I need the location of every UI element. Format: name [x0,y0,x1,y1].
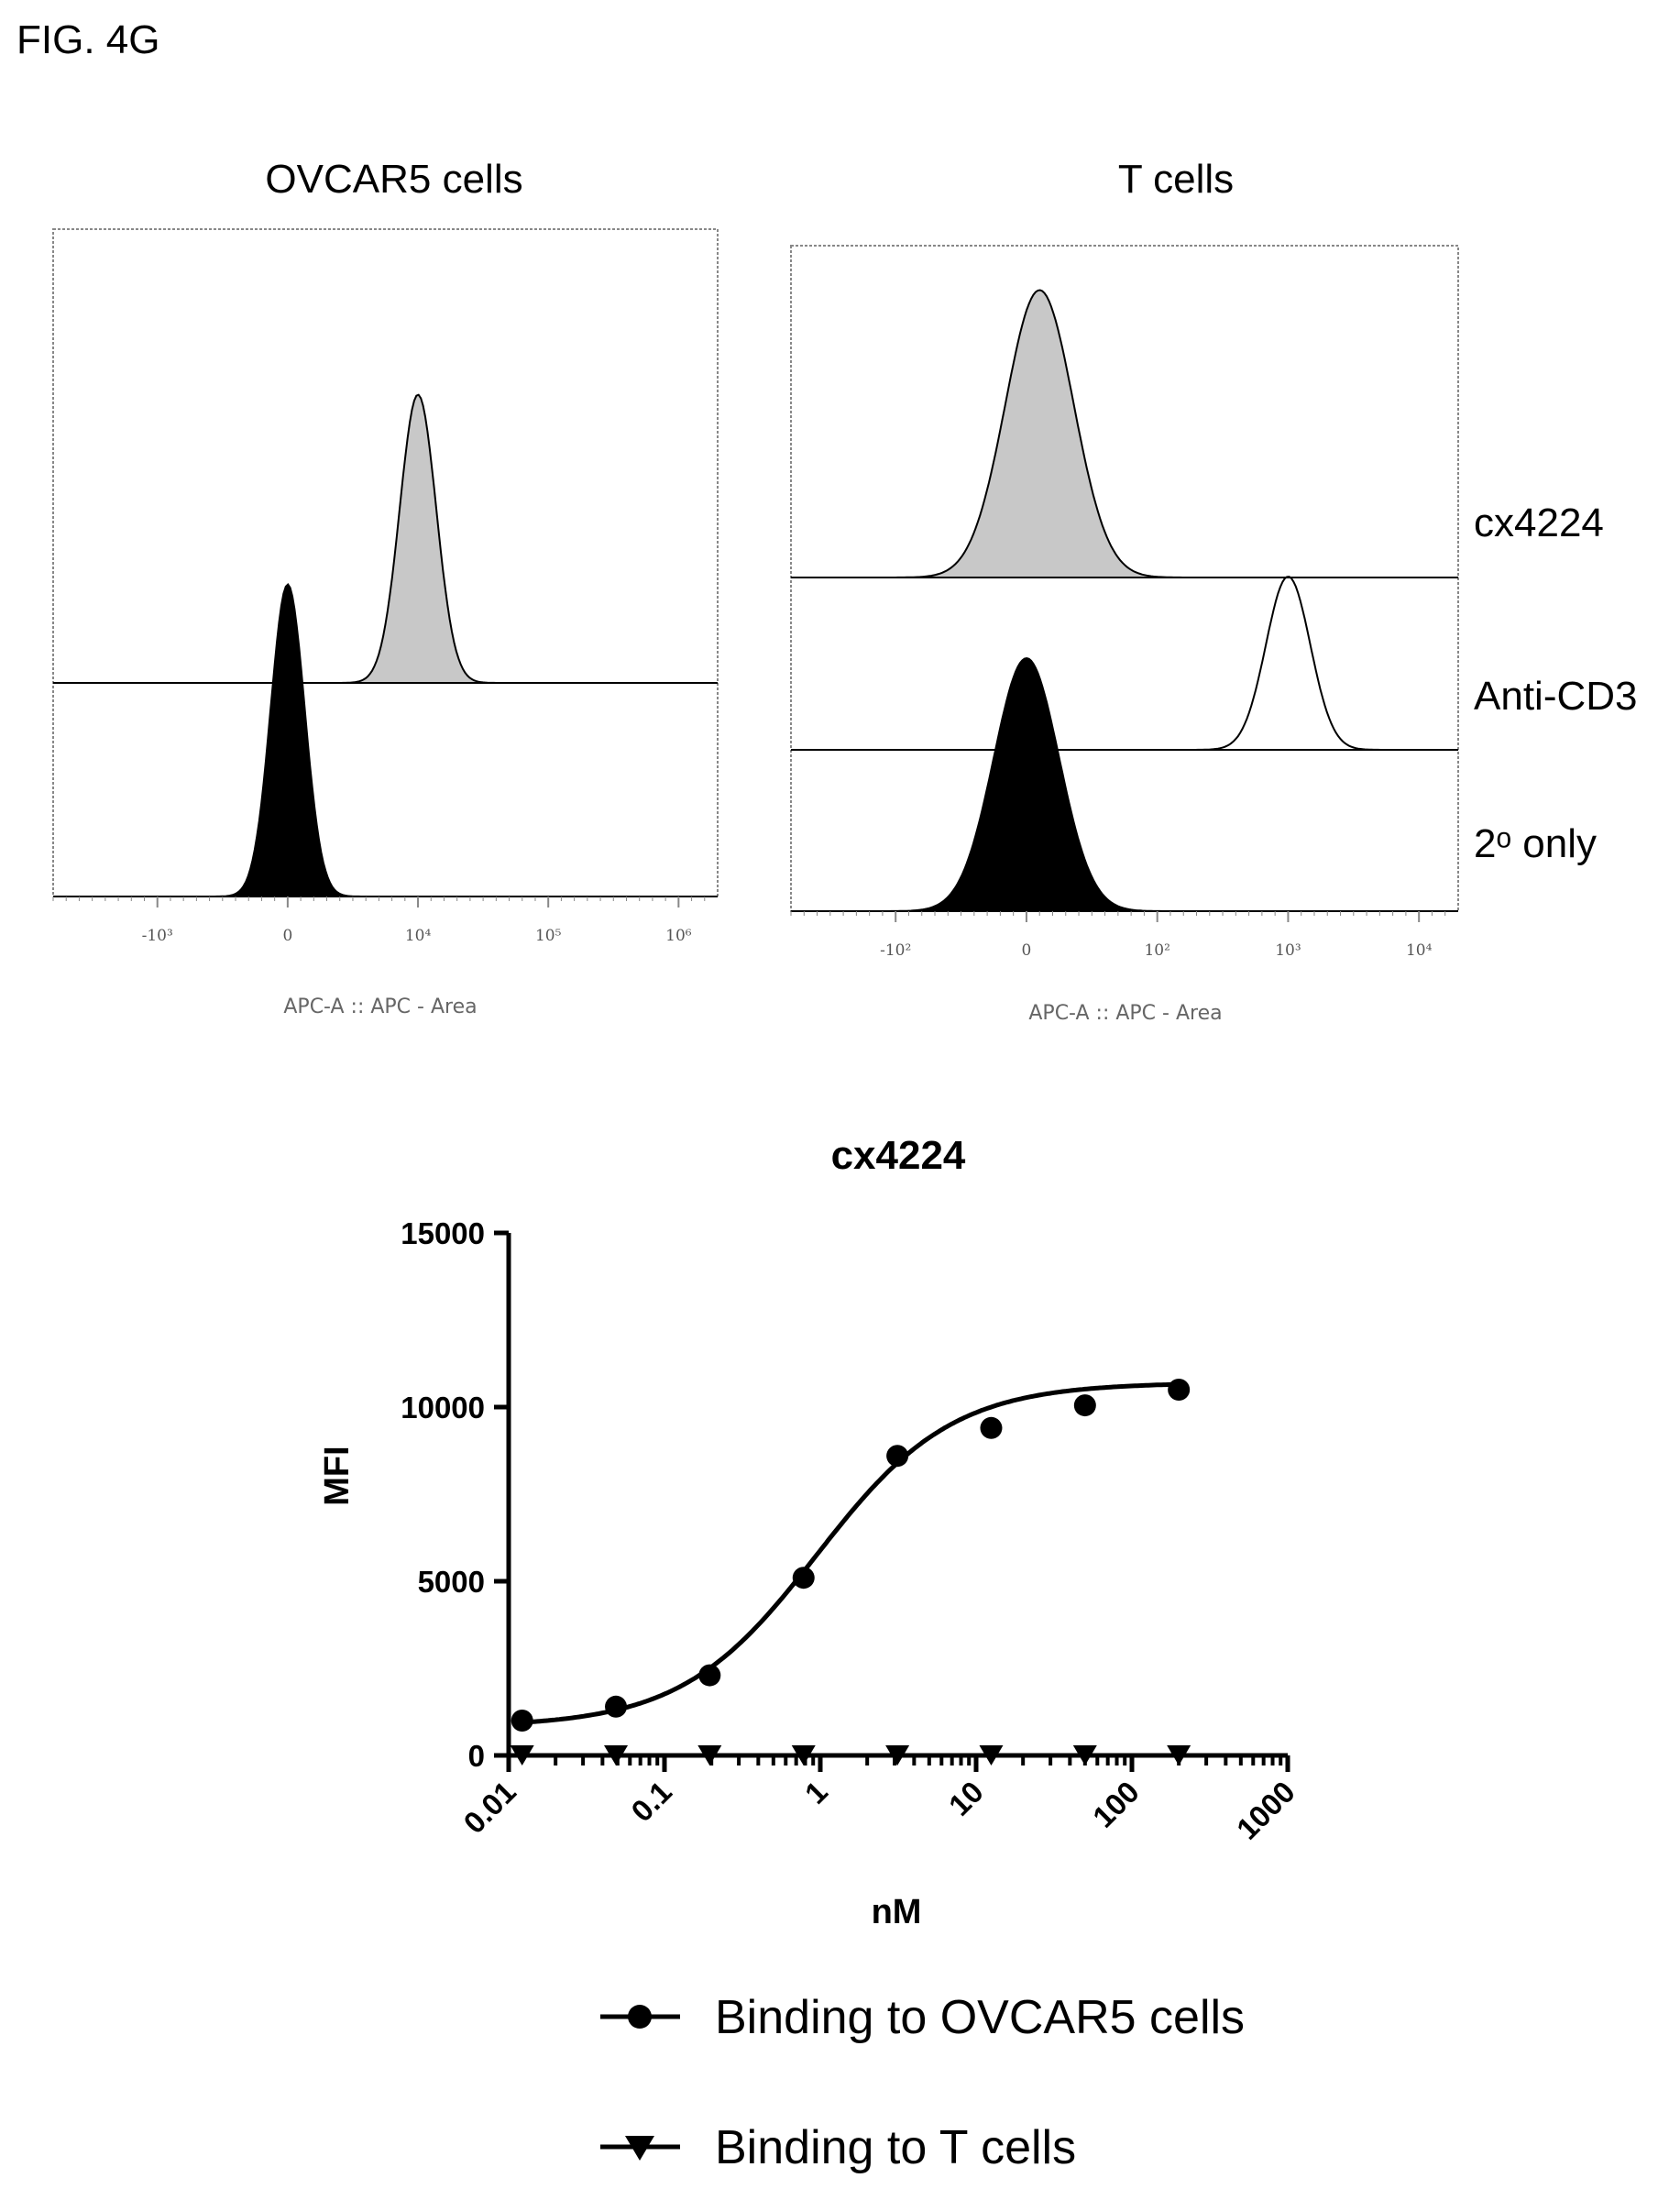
row-label-cx4224: cx4224 [1474,500,1604,545]
legend-item-tcells: Binding to T cells [600,2121,1076,2174]
data-point-ovcar5 [980,1416,1003,1439]
histogram-tcells-trace-row-1 [791,576,1458,751]
dose-response-axes: 0 5000 10000 15000 0.01 0.1 1 10 100 1000 [401,1216,1301,1846]
histogram-tcells-trace-row-0 [791,289,1458,578]
y-tick-label: 10000 [401,1391,485,1424]
dose-response-chart: cx4224 MFI nM 0 5000 10000 15000 0.01 0.1 1 10 1… [318,1133,1301,1931]
legend-marker-circle [628,2005,652,2029]
histogram-tcells-x-ticks: -10² 0 10² 10³ 10⁴ [790,911,1446,960]
histogram-ovcar5-tick-label: 10⁵ [535,927,562,945]
dose-response-x-axis-label: nM [872,1893,922,1931]
histogram-ovcar5-x-axis-label: APC-A :: APC - Area [283,996,477,1018]
data-point-tcells [791,1745,816,1766]
histogram-ovcar5: OVCAR5 cells -10³ 0 10⁴ 10⁵ 10⁶ APC-A :: APC… [52,157,719,1018]
histogram-ovcar5-trace-row-0 [53,393,718,684]
fit-curve-ovcar5 [522,1381,1180,1725]
x-tick-label: 0.1 [624,1775,678,1829]
histogram-tcells-traces [791,289,1458,912]
histogram-ovcar5-frame [52,228,719,897]
data-point-tcells [885,1745,910,1766]
data-point-ovcar5 [511,1710,533,1732]
legend-label-ovcar5: Binding to OVCAR5 cells [715,1991,1245,2044]
histogram-tcells-tick-label: 10⁴ [1406,941,1433,960]
row-label-secondary-only: 2ᵒ only [1474,821,1597,866]
dose-response-fit-curve [522,1381,1180,1725]
legend-marker-triangle [625,2136,654,2161]
histogram-tcells-trace-row-2 [791,656,1458,912]
data-point-tcells [1167,1745,1191,1766]
data-point-tcells [697,1745,722,1766]
x-tick-label: 100 [1086,1775,1146,1834]
histogram-tcells-tick-label: 10² [1144,941,1169,960]
data-point-ovcar5 [698,1664,721,1687]
dose-response-title: cx4224 [831,1133,966,1178]
y-tick-label: 15000 [401,1216,485,1250]
histogram-tcells-tick-label: 10³ [1275,941,1301,960]
data-point-ovcar5 [792,1567,815,1590]
figure-label: FIG. 4G [16,17,159,62]
dose-response-points [510,1379,1191,1766]
y-tick-label: 5000 [418,1565,485,1599]
histogram-tcells-title: T cells [1118,157,1234,202]
data-point-tcells [510,1745,534,1766]
x-tick-label: 10 [942,1775,990,1822]
data-point-ovcar5 [1168,1379,1191,1401]
histogram-ovcar5-tick-label: 0 [282,927,292,945]
histogram-tcells-tick-label: -10² [880,941,911,960]
x-tick-label: 0.01 [456,1775,522,1841]
histogram-ovcar5-tick-label: -10³ [142,927,173,945]
histogram-tcells-tick-label: 0 [1022,941,1032,960]
legend-label-tcells: Binding to T cells [715,2121,1076,2174]
histogram-ovcar5-title: OVCAR5 cells [265,157,522,202]
histogram-ovcar5-traces [53,393,718,897]
legend-item-ovcar5: Binding to OVCAR5 cells [600,1991,1245,2044]
legend: Binding to OVCAR5 cells Binding to T cel… [600,1991,1245,2174]
data-point-tcells [1072,1745,1097,1766]
data-point-ovcar5 [886,1445,909,1468]
histogram-tcells: T cells -10² 0 10² 10³ 10⁴ APC-A :: APC - Ar… [790,157,1638,1025]
histogram-ovcar5-tick-label: 10⁴ [405,927,432,945]
x-tick-label: 1000 [1230,1775,1301,1846]
data-point-tcells [604,1745,629,1766]
x-tick-label: 1 [798,1775,834,1810]
row-label-anti-cd3: Anti-CD3 [1474,674,1638,719]
y-tick-label: 0 [468,1739,485,1773]
histogram-ovcar5-x-ticks: -10³ 0 10⁴ 10⁵ 10⁶ [52,896,706,945]
histogram-ovcar5-tick-label: 10⁶ [665,927,692,945]
data-point-ovcar5 [605,1695,628,1718]
data-point-tcells [979,1745,1004,1766]
histogram-ovcar5-trace-row-1 [53,583,718,897]
data-point-ovcar5 [1073,1394,1096,1417]
histogram-tcells-x-axis-label: APC-A :: APC - Area [1028,1002,1222,1025]
dose-response-y-axis-label: MFI [318,1446,357,1505]
